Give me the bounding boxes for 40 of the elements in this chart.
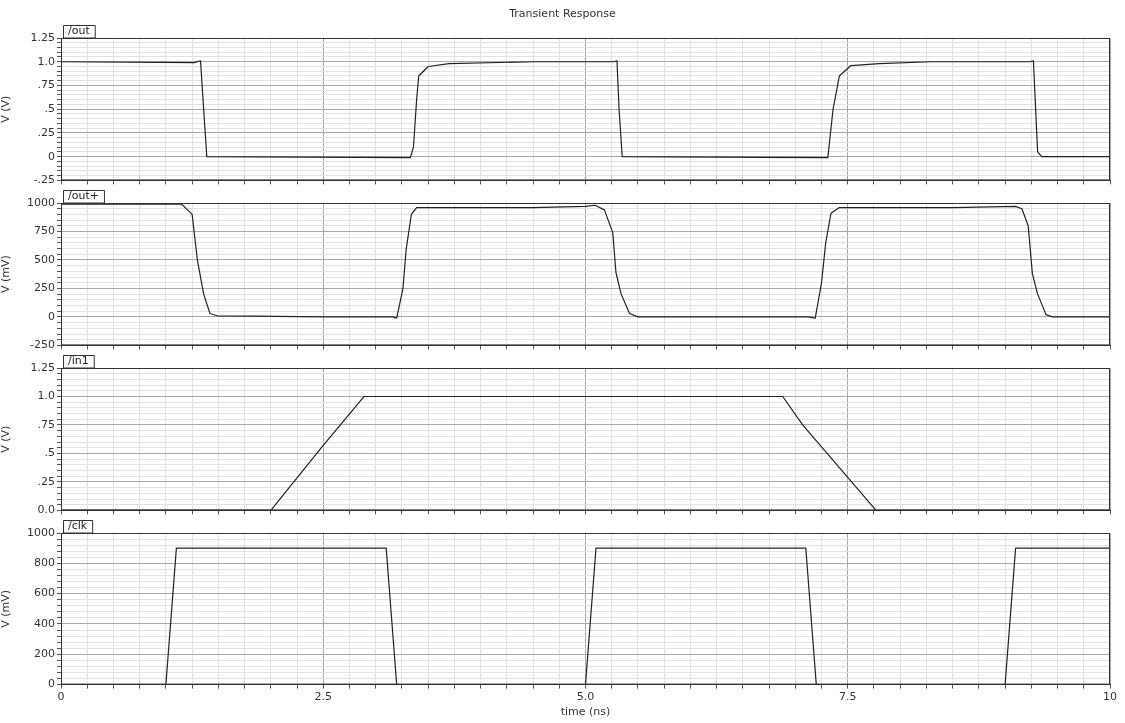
y-tick-label: .25 [37,125,55,139]
y-tick-label: 800 [34,556,55,570]
y-axis-title: V (mV) [0,255,13,294]
y-tick-label: 0 [48,309,55,323]
y-tick-label: 0 [48,677,55,691]
y-tick-label: 750 [34,224,55,238]
y-tick-label: 1.25 [30,360,55,374]
y-axis-title: V (mV) [0,589,13,628]
y-tick-label: 0.0 [37,503,55,517]
y-tick-label: .75 [37,417,55,431]
series-label: /out+ [68,189,99,203]
y-axis-title: V (V) [0,95,13,123]
y-tick-label: 1.25 [30,30,55,44]
y-tick-label: .5 [44,102,55,116]
x-tick-label: 0 [57,690,65,704]
y-tick-label: -.25 [33,173,55,187]
text: /out [68,24,91,38]
y-tick-label: 400 [34,616,55,630]
y-tick-label: -250 [30,338,55,352]
x-axis-title: time (ns) [560,705,611,719]
y-tick-label: 600 [34,586,55,600]
y-tick-label: .5 [44,446,55,460]
y-tick-label: 1000 [27,525,55,539]
x-tick-label: 7.5 [839,690,857,704]
y-tick-label: 0 [48,149,55,163]
text: /clk [68,519,88,533]
y-tick-label: 1.0 [37,389,55,403]
x-tick-label: 2.5 [314,690,332,704]
y-tick-label: 250 [34,281,55,295]
y-tick-label: 1000 [27,195,55,209]
x-tick-label: 5.0 [576,690,595,704]
y-tick-label: .75 [37,78,55,92]
chart-title: Transient Response [508,6,617,22]
y-tick-label: 200 [34,647,55,661]
y-tick-label: .25 [37,474,55,488]
y-tick-label: 500 [34,252,55,266]
y-tick-label: 1.0 [37,54,55,68]
x-tick-label: 10 [1103,690,1117,704]
y-axis-title: V (V) [0,425,13,453]
text: /in1 [68,354,89,368]
